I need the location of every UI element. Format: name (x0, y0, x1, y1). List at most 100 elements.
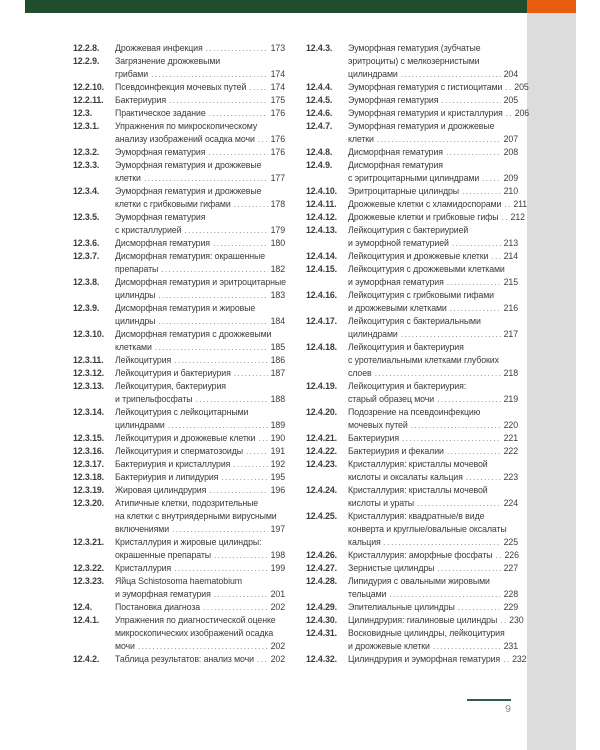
toc-entry-title-text: Яйца Schistosoma haematobium (115, 576, 242, 586)
toc-entry-title-line: Кристаллурия: квадратные/в виде (348, 510, 518, 523)
toc-entry-title-text: Лейкоцитурия с лейкоцитарными (115, 407, 249, 417)
toc-entry-title-line: Лейкоцитурия с бактериальными (348, 315, 518, 328)
toc-entry: 12.4.1. Упражнения по диагностической оце… (73, 614, 285, 653)
toc-leader-dots (169, 94, 268, 107)
toc-entry-title-line: с эритроцитарными цилиндрами 209 (348, 172, 518, 185)
toc-entry-title: Кристаллурия: кристаллы мочевой кислоты и… (348, 458, 518, 484)
toc-entry-title-text: Лейкоцитурия и дрожжевые клетки (348, 251, 489, 261)
toc-entry: 12.4.27. Зернистые цилиндры 227 (306, 562, 518, 575)
toc-entry-title-line: Лейкоцитурия с лейкоцитарными (115, 406, 285, 419)
toc-entry-title-line: микроскопических изображений осадка (115, 627, 285, 640)
toc-leader-dots (138, 640, 268, 653)
toc-entry-title-text: Бактериурия и фекалии (348, 446, 444, 456)
toc-entry-title-text: Цилиндрурия: гиалиновые цилиндры (348, 615, 498, 625)
toc-entry-number: 12.3.17. (73, 459, 104, 469)
toc-entry-title: Атипичные клетки, подозрительные на клетк… (115, 497, 285, 536)
toc-entry-title-line: конверта и круглые/овальные оксалаты (348, 523, 518, 536)
toc-leader-dots (402, 432, 501, 445)
toc-entry-title-text: Бактериурия и кристаллурия (115, 459, 231, 469)
toc-entry-number: 12.3.3. (73, 160, 100, 170)
toc-leader-dots (155, 341, 268, 354)
toc-entry: 12.4.13. Лейкоцитурия с бактериурией и эум… (306, 224, 518, 250)
toc-entry-number: 12.4.1. (73, 615, 100, 625)
toc-entry-title-text: цилиндры (115, 316, 156, 326)
toc-entry-page: 176 (270, 108, 285, 118)
toc-entry-title-text: Кристаллурия (115, 563, 172, 573)
toc-entry-title: Псевдоинфекция мочевых путей 174 (115, 81, 285, 94)
toc-entry-page: 216 (503, 303, 518, 313)
toc-entry-title-line: Дисморфная гематурия с дрожжевыми (115, 328, 285, 341)
toc-entry-page: 173 (270, 43, 285, 53)
toc-entry-title-text: Эуморфная гематурия (115, 147, 206, 157)
toc-leader-dots (495, 549, 501, 562)
toc-entry-title-line: грибами 174 (115, 68, 285, 81)
toc-entry-title-text: Эуморфная гематурия (зубчатые (348, 43, 481, 53)
toc-entry-page: 185 (270, 342, 285, 352)
toc-entry: 12.4.19. Лейкоцитурия и бактериурия: стары… (306, 380, 518, 406)
toc-entry-title-text: цилиндры (115, 290, 156, 300)
toc-entry-title: Лейкоцитурия с бактериальными цилиндрами 2… (348, 315, 518, 341)
footer-rule (467, 699, 511, 701)
toc-entry-title-text: Дрожжевые клетки и грибковые гифы (348, 212, 499, 222)
toc-entry-page: 196 (270, 485, 285, 495)
toc-entry: 12.4.28. Липидурия с овальными жировыми те… (306, 575, 518, 601)
toc-entry-number: 12.4.11. (306, 199, 337, 209)
toc-entry-title: Кристаллурия и жировые цилиндры: окрашенн… (115, 536, 285, 562)
toc-entry-title-line: Зернистые цилиндры 227 (348, 562, 518, 575)
toc-entry: 12.4.14. Лейкоцитурия и дрожжевые клетки 2… (306, 250, 518, 263)
toc-leader-dots (446, 146, 501, 159)
toc-entry-title-text: старый образец мочи (348, 394, 435, 404)
toc-leader-dots (375, 367, 501, 380)
toc-entry-title-text: с эритроцитарными цилиндрами (348, 173, 480, 183)
toc-entry-title: Дисморфная гематурия с дрожжевыми клеткам… (115, 328, 285, 354)
toc-entry-page: 187 (270, 368, 285, 378)
toc-entry-title-line: Бактериурия 175 (115, 94, 285, 107)
toc-entry-title: Лейкоцитурия и бактериурия: старый образе… (348, 380, 518, 406)
toc-entry-number: 12.4.4. (306, 82, 333, 92)
toc-entry-title: Эуморфная гематурия и дрожжевые клетки с … (115, 185, 285, 211)
toc-entry: 12.3.22. Кристаллурия 199 (73, 562, 285, 575)
toc-entry: 12.3.11. Лейкоцитурия 186 (73, 354, 285, 367)
toc-entry-number: 12.4.17. (306, 316, 337, 326)
toc-leader-dots (389, 588, 500, 601)
toc-entry-page: 229 (503, 602, 518, 612)
toc-entry-title: Лейкоцитурия и дрожжевые клетки 190 (115, 432, 285, 445)
toc-entry-title-line: на клетки с внутриядерными вирусными (115, 510, 285, 523)
toc-entry-title-text: Эуморфная гематурия с гистиоцитами (348, 82, 503, 92)
toc-entry-title: Дисморфная гематурия 180 (115, 237, 285, 250)
toc-entry-title-line: Эпителиальные цилиндры 229 (348, 601, 518, 614)
toc-entry-title-text: грибами (115, 69, 149, 79)
toc-entry: 12.4.25. Кристаллурия: квадратные/в виде к… (306, 510, 518, 549)
toc-entry-title: Дисморфная гематурия с эритроцитарными ци… (348, 159, 518, 185)
toc-entry-number: 12.3.7. (73, 251, 100, 261)
toc-entry-page: 190 (270, 433, 285, 443)
toc-entry-title-text: и эуморфной гематурией (348, 238, 449, 248)
toc-entry-title-line: Эуморфная гематурия и дрожжевые (348, 120, 518, 133)
toc-entry-page: 208 (503, 147, 518, 157)
toc-entry-title-text: Лейкоцитурия и бактериурия (348, 342, 464, 352)
toc-entry-title: Жировая цилиндрурия 196 (115, 484, 285, 497)
toc-entry-title: Цилиндрурия и эуморфная гематурия 232 (348, 653, 527, 666)
toc-entry-title: Бактериурия и фекалии 222 (348, 445, 518, 458)
toc-entry-title-line: цилиндры 184 (115, 315, 285, 328)
toc-entry-page: 218 (503, 368, 518, 378)
toc-entry-title-text: Лейкоцитурия и сперматозоиды (115, 446, 243, 456)
toc-entry-title: Эуморфная гематурия (зубчатые эритроциты)… (348, 42, 518, 81)
toc-entry-number: 12.3.20. (73, 498, 104, 508)
toc-entry-number: 12.4.28. (306, 576, 337, 586)
toc-entry: 12.3.15. Лейкоцитурия и дрожжевые клетки 1… (73, 432, 285, 445)
toc-entry-title-text: и эуморфная гематурия (348, 277, 444, 287)
toc-entry-title: Бактериурия 221 (348, 432, 518, 445)
toc-leader-dots (249, 81, 267, 94)
toc-leader-dots (161, 263, 267, 276)
toc-entry-title: Эуморфная гематурия и кристаллурия 206 (348, 107, 529, 120)
toc-leader-dots (174, 562, 268, 575)
toc-leader-dots (203, 601, 268, 614)
toc-entry-title-line: Псевдоинфекция мочевых путей 174 (115, 81, 285, 94)
toc-entry-page: 207 (503, 134, 518, 144)
toc-entry-title: Эпителиальные цилиндры 229 (348, 601, 518, 614)
toc-leader-dots (246, 445, 268, 458)
toc-leader-dots (158, 315, 267, 328)
toc-entry-title-line: Загрязнение дрожжевыми (115, 55, 285, 68)
toc-entry-title-text: Загрязнение дрожжевыми (115, 56, 221, 66)
